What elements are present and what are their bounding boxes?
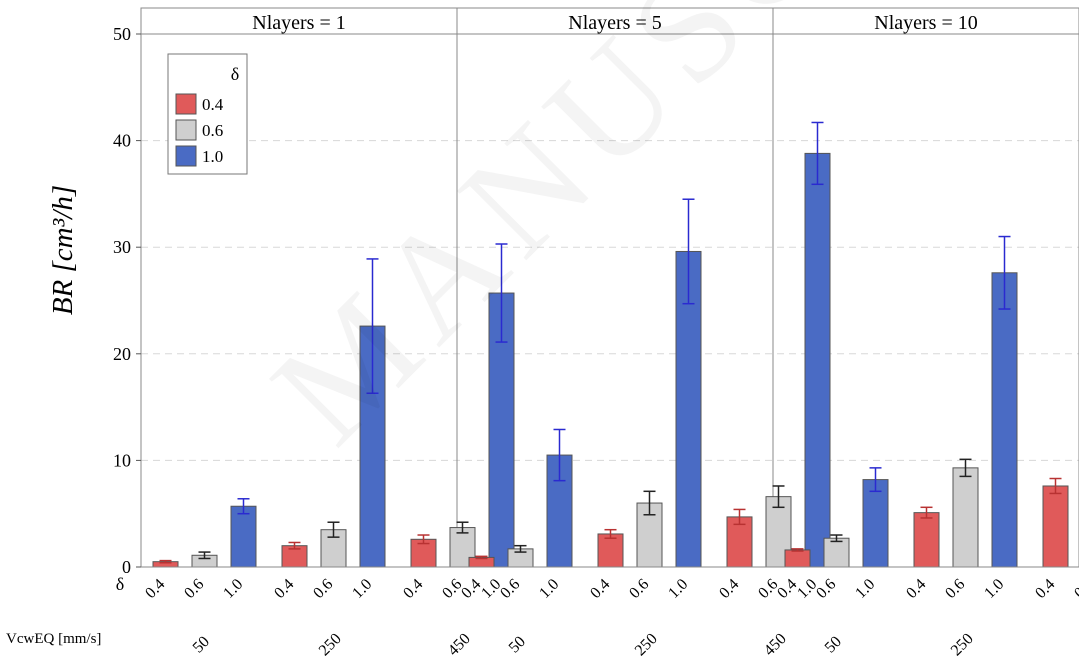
delta-tick-label: 0.6 (310, 576, 336, 602)
panel-header (456, 7, 774, 35)
legend-label: 1.0 (202, 147, 223, 166)
speed-tick-label: 450 (445, 630, 474, 659)
bar (230, 505, 257, 568)
bar (1042, 485, 1069, 568)
delta-tick-label: 0.6 (181, 576, 207, 602)
panel-title: Nlayers = 1 (252, 12, 345, 34)
bar-group (281, 258, 386, 568)
y-tick-label: 20 (113, 344, 131, 364)
bar (804, 152, 831, 568)
grid (141, 140, 1079, 461)
speed-tick-label: 50 (822, 633, 845, 656)
speed-tick-label: 250 (632, 630, 661, 659)
delta-tick-label: 0.4 (142, 576, 168, 602)
delta-tick-label: 0.6 (813, 576, 839, 602)
y-axis-label: BR [cm³/h] (47, 185, 79, 315)
bar (991, 272, 1018, 568)
panel-header (140, 7, 458, 35)
bar (823, 537, 850, 568)
delta-tick-label: 0.4 (400, 576, 426, 602)
bar (952, 467, 979, 568)
legend: δ 0.4 0.6 1.0 (167, 53, 248, 175)
bar-group (726, 121, 831, 568)
delta-tick-label: 0.6 (497, 576, 523, 602)
bar (597, 533, 624, 568)
speed-tick-label: 250 (316, 630, 345, 659)
panel-3: Nlayers = 10 (772, 7, 1079, 568)
bar-group (410, 243, 515, 568)
legend-label: 0.6 (202, 121, 223, 140)
legend-swatch (175, 93, 197, 115)
legend-swatch (175, 145, 197, 167)
delta-tick-label: 0.4 (587, 576, 613, 602)
delta-tick-label: 0.6 (1071, 576, 1079, 602)
delta-tick-label: 0.4 (716, 576, 742, 602)
bar-group (468, 428, 573, 568)
y-tick-label: 40 (113, 131, 131, 151)
delta-tick-label: 0.4 (1032, 576, 1058, 602)
y-tick-label: 30 (113, 237, 131, 257)
bar-group (913, 235, 1018, 568)
delta-tick-label: 0.4 (774, 576, 800, 602)
legend-title: δ (231, 64, 239, 84)
panel-title: Nlayers = 10 (874, 12, 977, 34)
speed-tick-label: 50 (506, 633, 529, 656)
speed-tick-label: 50 (190, 633, 213, 656)
speed-axis-label: VcwEQ [mm/s] (6, 631, 101, 647)
bar (862, 479, 889, 568)
bar (675, 250, 702, 568)
legend-label: 0.4 (202, 95, 224, 114)
speed-tick-label: 450 (761, 630, 790, 659)
bar-group (597, 198, 702, 568)
delta-tick-label: 1.0 (981, 576, 1007, 602)
speed-tick-label: 250 (948, 630, 977, 659)
delta-tick-label: 0.4 (458, 576, 484, 602)
delta-tick-label: 1.0 (665, 576, 691, 602)
delta-tick-label: 0.6 (942, 576, 968, 602)
x-axis-labels: 0.4 0.6 1.0 50 0.4 0.6 1.0 250 0.4 0.6 1.0 450 0.4 0.… (6, 574, 1079, 659)
bar (913, 512, 940, 568)
bar-group (152, 498, 257, 568)
bar-group (784, 467, 889, 568)
delta-tick-label: 1.0 (536, 576, 562, 602)
y-axis: 0 10 20 30 40 50 (113, 8, 142, 577)
y-tick-label: 10 (113, 450, 131, 470)
y-tick-label: 0 (122, 557, 131, 577)
delta-tick-label: 1.0 (852, 576, 878, 602)
panel-2: Nlayers = 5 (456, 7, 831, 568)
delta-tick-label: 1.0 (349, 576, 375, 602)
panels: Nlayers = 1 Nlayers = 5 Nlayers = 10 (140, 7, 1079, 568)
delta-tick-label: 0.6 (626, 576, 652, 602)
delta-tick-label: 0.4 (271, 576, 297, 602)
panel-1: Nlayers = 1 (140, 7, 515, 568)
delta-axis-label: δ (116, 574, 124, 594)
bar-group (1042, 477, 1069, 568)
legend-swatch (175, 119, 197, 141)
delta-tick-label: 1.0 (220, 576, 246, 602)
y-tick-label: 50 (113, 24, 131, 44)
bar (784, 549, 811, 568)
panel-header (772, 7, 1079, 35)
delta-tick-label: 0.4 (903, 576, 929, 602)
panel-title: Nlayers = 5 (568, 12, 661, 34)
